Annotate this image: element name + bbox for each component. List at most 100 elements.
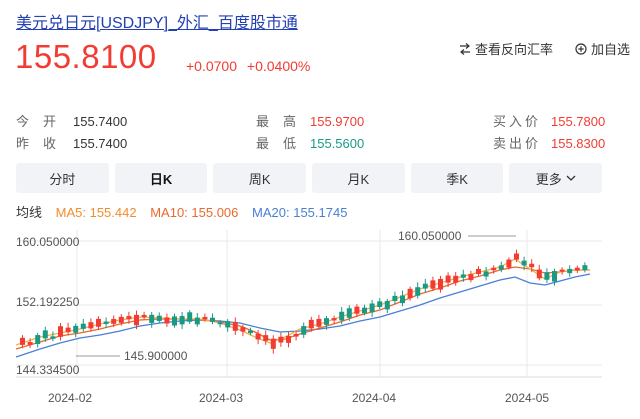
tab-more[interactable]: 更多	[509, 163, 603, 193]
low-label: 最低	[256, 136, 311, 151]
candle-body	[422, 283, 428, 289]
candle-body	[506, 259, 512, 268]
candle-body	[194, 317, 200, 325]
candle-body	[468, 274, 474, 281]
x-tick-feb: 2024-02	[48, 391, 92, 405]
candle-body	[126, 316, 132, 320]
tab-more-label: 更多	[535, 171, 562, 187]
price-change: +0.0700 +0.0400%	[186, 58, 310, 74]
candle-body	[400, 295, 405, 304]
candle-body	[377, 301, 383, 308]
candle-body	[73, 325, 79, 333]
candle-body	[278, 336, 284, 343]
chart-grid	[16, 230, 602, 378]
open-label: 今开	[16, 114, 71, 129]
candle-body	[248, 330, 253, 334]
candle-body	[286, 335, 291, 343]
candle-body	[255, 333, 261, 340]
candle-body	[346, 308, 352, 318]
candle-body	[149, 314, 155, 323]
candle-body	[88, 322, 94, 329]
candle-body	[308, 319, 314, 329]
ma5-value: MA5: 155.442	[55, 205, 137, 220]
candle-body	[460, 274, 466, 278]
candle-body	[559, 269, 565, 272]
chevron-down-icon	[566, 175, 576, 181]
page-title[interactable]: 美元兑日元[USDJPY]_外汇_百度股市通	[16, 15, 298, 32]
candle-body	[164, 317, 170, 324]
tab-weekly-k[interactable]: 周K	[213, 163, 307, 193]
candle-body	[567, 268, 573, 274]
candle-body	[96, 318, 101, 327]
tab-daily-k[interactable]: 日K	[114, 163, 208, 193]
candle-body	[187, 312, 193, 322]
candle-body	[331, 318, 337, 321]
candle-body	[240, 327, 246, 332]
candle-body	[369, 303, 375, 313]
ask-label: 卖出价	[493, 136, 542, 151]
ma20-value: MA20: 155.1745	[252, 205, 348, 220]
bid-value: 155.7800	[551, 114, 606, 129]
min-annotation: 145.900000	[76, 349, 188, 363]
candle-body	[316, 318, 322, 327]
candle-body	[483, 271, 489, 277]
candle-body	[445, 275, 451, 283]
candle-body	[407, 288, 413, 299]
candle-body	[521, 260, 527, 266]
stats-col-open: 今开 155.7400 昨收 155.7400	[16, 111, 127, 155]
candle-body	[301, 326, 307, 335]
swap-icon	[459, 42, 470, 55]
candle-body	[552, 271, 557, 282]
ma20-line	[15, 273, 591, 358]
candle-body	[476, 268, 481, 275]
reverse-rate-button[interactable]: 查看反向汇率	[459, 39, 553, 58]
candle-body	[293, 333, 299, 337]
candle-body	[582, 265, 588, 271]
high-value: 155.9700	[310, 114, 365, 129]
ask-value: 155.8300	[551, 136, 606, 151]
tab-intraday[interactable]: 分时	[16, 163, 109, 193]
candle-body	[438, 278, 443, 290]
candle-body	[536, 269, 542, 279]
ma-lines	[15, 258, 591, 358]
y-tick-top: 160.050000	[16, 235, 80, 249]
prev-close-value: 155.7400	[73, 136, 128, 151]
candle-body	[544, 272, 550, 280]
current-price: 155.8100	[15, 38, 157, 75]
add-watchlist-button[interactable]: 加自选	[575, 39, 630, 58]
ma-label: 均线	[16, 205, 43, 220]
candle-body	[574, 267, 580, 271]
x-tick-apr: 2024-04	[352, 391, 396, 405]
high-label: 最高	[256, 114, 311, 129]
candle-body	[324, 318, 329, 325]
candle-body	[118, 316, 124, 323]
min-value-label: 145.900000	[124, 349, 188, 363]
ma10-line	[15, 266, 590, 350]
candle-body	[210, 317, 215, 322]
candle-body	[270, 338, 276, 349]
candle-body	[339, 311, 345, 321]
tab-quarterly-k[interactable]: 季K	[410, 163, 504, 193]
candle-body	[80, 323, 86, 329]
candle-body	[514, 253, 519, 260]
candle-body	[27, 342, 33, 345]
period-tabs: 分时 日K 周K 月K 季K 更多	[16, 163, 603, 193]
max-value-label: 160.050000	[398, 229, 462, 243]
candle-body	[453, 275, 459, 283]
tab-monthly-k[interactable]: 月K	[312, 163, 405, 193]
y-tick-bottom: 144.334500	[16, 363, 80, 377]
stats-col-range: 最高 155.9700 最低 155.5600	[256, 111, 364, 155]
ma10-value: MA10: 155.006	[150, 205, 239, 220]
candle-body	[35, 335, 41, 345]
ma-legend: 均线 MA5: 155.442 MA10: 155.006 MA20: 155.…	[16, 202, 357, 221]
x-tick-may: 2024-05	[505, 391, 549, 405]
candle-body	[134, 314, 139, 326]
candle-body	[232, 322, 238, 331]
candle-body	[42, 330, 48, 339]
kline-chart[interactable]: 160.050000 152.192250 144.334500 160.050…	[0, 225, 640, 419]
candle-body	[354, 306, 360, 314]
candle-body	[217, 322, 223, 325]
open-value: 155.7400	[73, 114, 128, 129]
candle-body	[58, 326, 63, 337]
low-value: 155.5600	[310, 136, 365, 151]
